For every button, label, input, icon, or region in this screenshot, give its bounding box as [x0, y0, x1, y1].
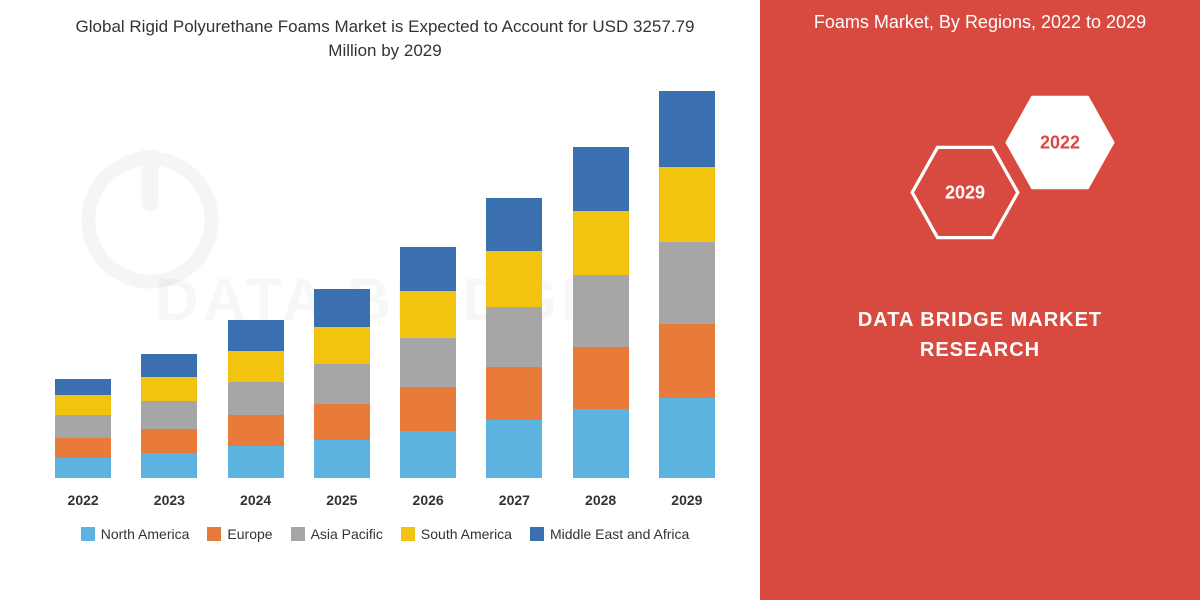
root: Global Rigid Polyurethane Foams Market i… — [0, 0, 1200, 600]
chart-title: Global Rigid Polyurethane Foams Market i… — [30, 10, 740, 78]
legend-label: Europe — [227, 526, 272, 542]
bar-group — [302, 289, 382, 478]
hexagon-2022-label: 2022 — [1040, 132, 1080, 153]
x-axis-label: 2026 — [388, 484, 468, 508]
bar-group — [216, 320, 296, 478]
bar-segment — [55, 438, 111, 458]
legend-swatch — [291, 527, 305, 541]
bar-segment — [314, 440, 370, 478]
bar-segment — [55, 379, 111, 396]
bar-segment — [573, 211, 629, 275]
bar-group — [43, 379, 123, 478]
x-axis-label: 2023 — [129, 484, 209, 508]
x-axis-label: 2022 — [43, 484, 123, 508]
legend-swatch — [401, 527, 415, 541]
bar-group — [388, 247, 468, 478]
bar-segment — [573, 275, 629, 346]
bar-segment — [228, 415, 284, 446]
hexagon-2029: 2029 — [910, 145, 1020, 240]
bar-stack — [573, 147, 629, 478]
bar-segment — [573, 147, 629, 211]
bar-segment — [486, 198, 542, 251]
legend: North America Europe Asia Pacific South Ame… — [30, 508, 740, 542]
legend-item: Asia Pacific — [291, 526, 383, 542]
bar-segment — [141, 429, 197, 453]
bar-segment — [314, 327, 370, 365]
right-panel-title: Foams Market, By Regions, 2022 to 2029 — [780, 10, 1180, 45]
bar-stack — [55, 379, 111, 478]
bar-segment — [486, 251, 542, 307]
footer-brand-text: DATA BRIDGE — [943, 571, 1049, 587]
footer-brand: DATA BRIDGE — [911, 566, 1049, 592]
bar-segment — [314, 404, 370, 440]
bar-segment — [141, 401, 197, 429]
bar-segment — [400, 338, 456, 387]
bar-group — [474, 198, 554, 478]
bar-stack — [659, 91, 715, 478]
brand-line-1: DATA BRIDGE MARKET — [858, 309, 1102, 331]
bar-segment — [400, 431, 456, 478]
bar-segment — [228, 446, 284, 477]
hexagon-2022: 2022 — [1005, 95, 1115, 190]
bar-group — [647, 91, 727, 478]
bar-stack — [141, 354, 197, 477]
chart-panel: Global Rigid Polyurethane Foams Market i… — [0, 0, 760, 600]
x-axis-label: 2025 — [302, 484, 382, 508]
bar-stack — [486, 198, 542, 478]
bar-segment — [228, 320, 284, 351]
legend-swatch — [207, 527, 221, 541]
bar-segment — [400, 387, 456, 431]
legend-item: South America — [401, 526, 512, 542]
bar-segment — [141, 354, 197, 376]
bar-segment — [55, 458, 111, 478]
legend-item: North America — [81, 526, 190, 542]
bar-segment — [486, 307, 542, 367]
bar-segment — [400, 247, 456, 291]
bar-segment — [486, 367, 542, 420]
bar-stack — [228, 320, 284, 478]
x-axis-label: 2027 — [474, 484, 554, 508]
legend-label: North America — [101, 526, 190, 542]
x-axis-label: 2028 — [561, 484, 641, 508]
bar-plot — [30, 78, 740, 478]
bar-segment — [659, 91, 715, 167]
footer-brand-logo-icon — [911, 566, 937, 592]
legend-swatch — [530, 527, 544, 541]
legend-swatch — [81, 527, 95, 541]
bar-segment — [55, 415, 111, 437]
bar-segment — [659, 398, 715, 478]
bar-segment — [314, 364, 370, 404]
hexagon-group: 2029 2022 — [780, 65, 1180, 245]
bar-segment — [659, 167, 715, 243]
bar-segment — [141, 377, 197, 401]
bar-segment — [55, 395, 111, 415]
bar-segment — [659, 324, 715, 397]
legend-item: Middle East and Africa — [530, 526, 689, 542]
bar-segment — [228, 351, 284, 382]
right-panel: Foams Market, By Regions, 2022 to 2029 2… — [760, 0, 1200, 600]
bar-segment — [141, 453, 197, 477]
x-axis-label: 2024 — [216, 484, 296, 508]
bar-group — [561, 147, 641, 478]
x-axis: 20222023 2024202520262027 20282029 — [30, 478, 740, 508]
bar-segment — [659, 242, 715, 324]
bar-segment — [228, 382, 284, 415]
legend-item: Europe — [207, 526, 272, 542]
brand-text: DATA BRIDGE MARKET RESEARCH — [780, 305, 1180, 365]
legend-label: Asia Pacific — [311, 526, 383, 542]
bar-stack — [314, 289, 370, 478]
hexagon-2029-label: 2029 — [945, 182, 985, 203]
bar-segment — [314, 289, 370, 327]
legend-label: Middle East and Africa — [550, 526, 689, 542]
brand-line-2: RESEARCH — [920, 339, 1040, 361]
x-axis-label: 2029 — [647, 484, 727, 508]
bar-segment — [400, 291, 456, 338]
bar-segment — [573, 347, 629, 409]
legend-label: South America — [421, 526, 512, 542]
bar-stack — [400, 247, 456, 478]
bar-segment — [573, 409, 629, 478]
bar-group — [129, 354, 209, 477]
bar-segment — [486, 420, 542, 478]
